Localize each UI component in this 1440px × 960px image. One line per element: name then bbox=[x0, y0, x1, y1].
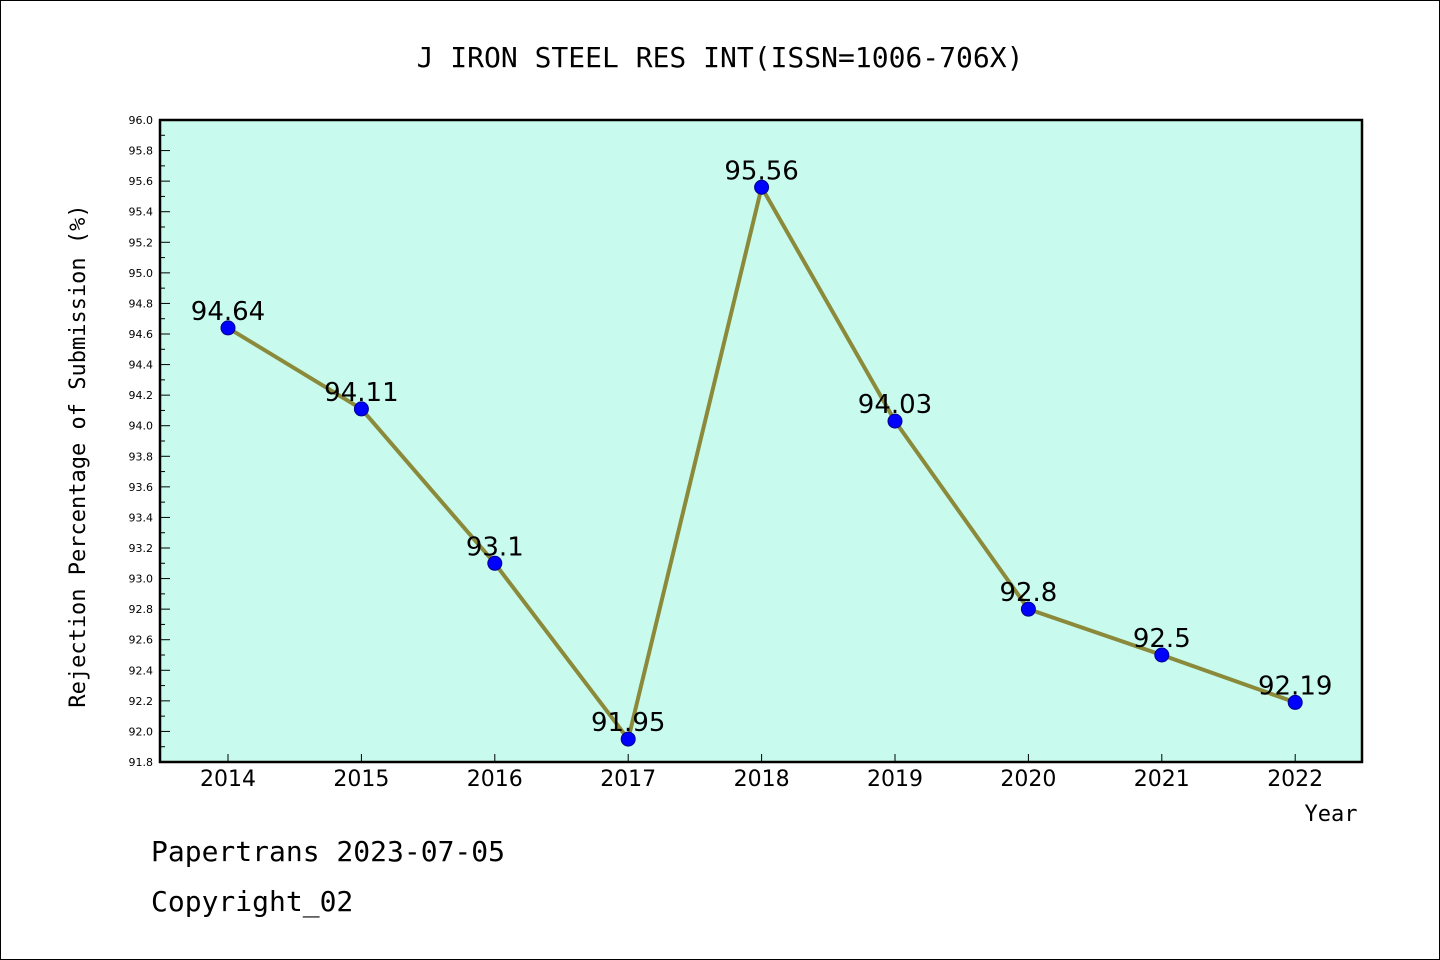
y-tick-label: 95.0 bbox=[129, 267, 154, 280]
y-tick-label: 94.6 bbox=[129, 328, 154, 341]
footer-copyright: Copyright_02 bbox=[151, 885, 354, 918]
data-label: 93.1 bbox=[466, 532, 524, 562]
x-tick-label: 2017 bbox=[600, 767, 656, 792]
y-tick-label: 93.0 bbox=[129, 573, 154, 586]
y-axis-label: Rejection Percentage of Submission (%) bbox=[66, 204, 91, 707]
y-tick-label: 95.4 bbox=[129, 206, 154, 219]
data-point bbox=[487, 555, 503, 571]
y-tick-label: 93.4 bbox=[129, 511, 154, 524]
data-label: 92.8 bbox=[999, 578, 1057, 608]
data-point bbox=[220, 320, 236, 336]
data-point bbox=[620, 731, 636, 747]
data-label: 94.03 bbox=[858, 390, 932, 420]
data-label: 94.64 bbox=[191, 297, 265, 327]
y-tick-label: 95.8 bbox=[129, 145, 154, 158]
y-tick-label: 94.4 bbox=[129, 359, 154, 372]
x-tick-label: 2022 bbox=[1267, 767, 1323, 792]
data-point bbox=[1020, 601, 1036, 617]
plot-area bbox=[160, 120, 1362, 762]
y-tick-label: 94.2 bbox=[129, 389, 154, 402]
y-tick-label: 91.8 bbox=[129, 756, 154, 769]
y-tick-label: 95.6 bbox=[129, 175, 154, 188]
data-label: 92.5 bbox=[1133, 624, 1191, 654]
data-label: 94.11 bbox=[324, 378, 398, 408]
x-axis-label: Year bbox=[1305, 802, 1358, 827]
x-tick-label: 2016 bbox=[467, 767, 523, 792]
data-point bbox=[353, 401, 369, 417]
footer-date: Papertrans 2023-07-05 bbox=[151, 835, 506, 868]
y-tick-label: 92.6 bbox=[129, 634, 154, 647]
y-tick-label: 93.6 bbox=[129, 481, 154, 494]
data-point bbox=[1154, 647, 1170, 663]
data-label: 91.95 bbox=[591, 708, 665, 738]
y-tick-label: 93.2 bbox=[129, 542, 154, 555]
x-tick-label: 2019 bbox=[867, 767, 923, 792]
x-tick-label: 2015 bbox=[333, 767, 389, 792]
x-tick-label: 2021 bbox=[1134, 767, 1190, 792]
y-tick-label: 94.0 bbox=[129, 420, 154, 433]
y-tick-label: 95.2 bbox=[129, 236, 154, 249]
y-tick-label: 96.0 bbox=[129, 114, 154, 127]
x-tick-label: 2018 bbox=[734, 767, 790, 792]
y-tick-label: 92.4 bbox=[129, 664, 154, 677]
x-tick-label: 2020 bbox=[1000, 767, 1056, 792]
data-point bbox=[887, 413, 903, 429]
data-point bbox=[754, 179, 770, 195]
chart-title: J IRON STEEL RES INT(ISSN=1006-706X) bbox=[417, 41, 1024, 74]
plot-border bbox=[158, 118, 1364, 764]
data-label: 92.19 bbox=[1258, 671, 1332, 701]
y-tick-label: 92.2 bbox=[129, 695, 154, 708]
x-tick-label: 2014 bbox=[200, 767, 256, 792]
y-tick-label: 94.8 bbox=[129, 297, 154, 310]
data-label: 95.56 bbox=[724, 156, 798, 186]
y-tick-label: 93.8 bbox=[129, 450, 154, 463]
y-tick-label: 92.8 bbox=[129, 603, 154, 616]
data-point bbox=[1287, 694, 1303, 710]
y-tick-label: 92.0 bbox=[129, 725, 154, 738]
